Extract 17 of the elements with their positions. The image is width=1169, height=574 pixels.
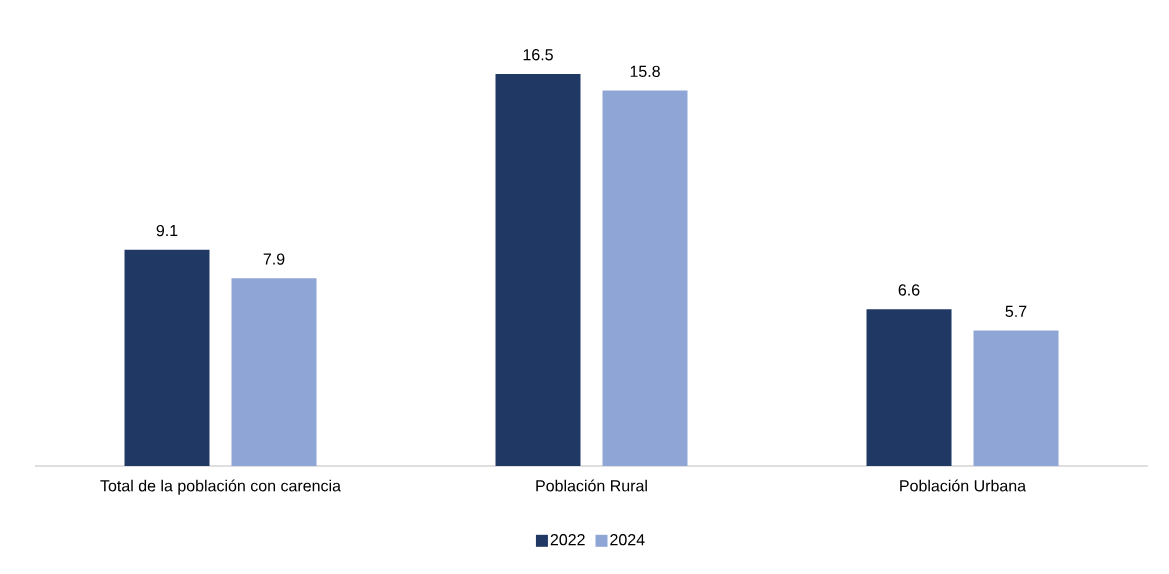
bar [866,309,952,466]
data-label: 6.6 [898,284,920,296]
bar [231,278,317,466]
data-label: 7.9 [263,253,285,265]
legend-label: 2022 [550,534,585,546]
bar [495,73,581,466]
bar [124,249,210,466]
x-tick-label: Población Urbana [900,479,1027,492]
bar [973,330,1059,466]
data-label: 5.7 [1005,305,1027,318]
x-tick-label: Población Rural [536,479,647,492]
legend-label: 2024 [610,534,645,546]
data-label: 15.8 [630,65,660,78]
data-label: 16.5 [523,49,553,61]
data-label: 9.1 [156,224,178,237]
bar [602,90,688,466]
x-tick-label: Total de la población con carencia [100,479,341,495]
